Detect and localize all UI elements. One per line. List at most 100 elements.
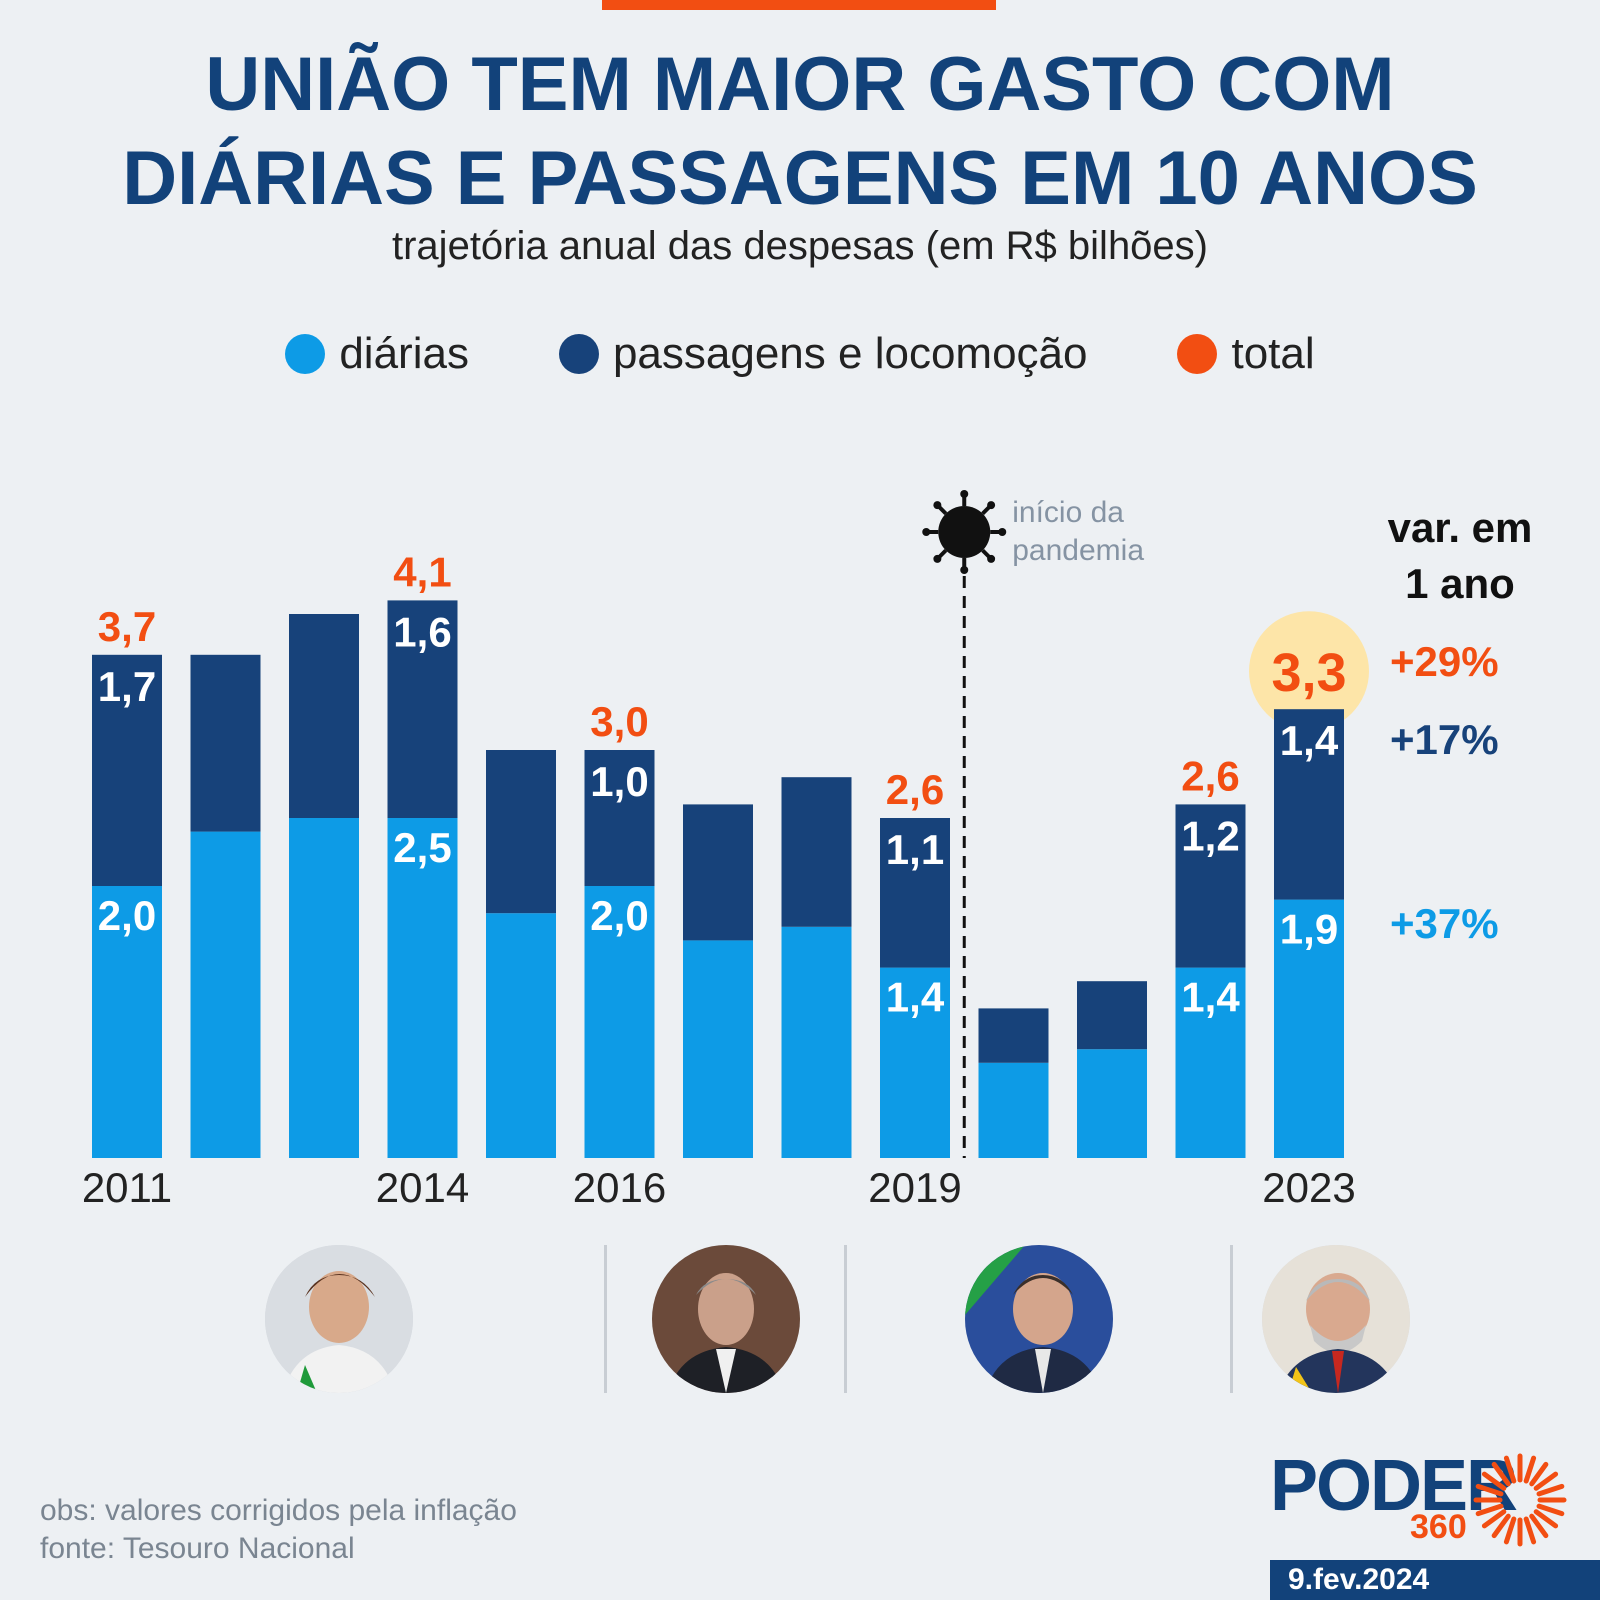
portrait-dilma — [265, 1245, 413, 1393]
bar-passagens-2022 — [1175, 804, 1246, 968]
variation-total: +29% — [1390, 638, 1499, 685]
bar-passagens-2016 — [584, 750, 655, 886]
bar-passagens-2017 — [683, 804, 753, 941]
sunburst-ray — [1481, 1471, 1507, 1491]
divider-3 — [1230, 1245, 1233, 1393]
label-total-2022: 2,6 — [1181, 752, 1239, 799]
virus-spike-tip — [987, 554, 996, 563]
sunburst-ray — [1529, 1513, 1549, 1539]
tick-label-2011: 2011 — [82, 1164, 172, 1211]
title-line-1: UNIÃO TEM MAIOR GASTO COM — [205, 42, 1395, 127]
sunburst-ray — [1503, 1516, 1517, 1545]
tick-label-2023: 2023 — [1262, 1164, 1355, 1211]
bar-diarias-2017 — [683, 940, 753, 1158]
bar-diarias-2019 — [880, 967, 950, 1158]
bar-diarias-2021 — [1077, 1049, 1147, 1158]
sunburst-icon — [1473, 1453, 1567, 1547]
sunburst-ray — [1529, 1461, 1549, 1487]
virus-spike-tip — [998, 528, 1007, 536]
sunburst-ray — [1523, 1455, 1537, 1484]
bar-diarias-2018 — [781, 926, 852, 1158]
virus-icon — [938, 506, 991, 558]
variation-header: var. em 1 ano — [1360, 500, 1560, 612]
sunburst-ray — [1536, 1483, 1565, 1497]
variation-header-line-2: 1 ano — [1405, 560, 1515, 607]
label-total-2023: 3,3 — [1271, 643, 1346, 703]
label-total-2014: 4,1 — [393, 548, 451, 595]
label-passagens-2023: 1,4 — [1280, 717, 1339, 764]
bar-passagens-2021 — [1077, 981, 1147, 1050]
sunburst-ray — [1503, 1455, 1517, 1484]
variation-diarias: +37% — [1390, 900, 1499, 947]
divider-1 — [604, 1245, 607, 1393]
chart-subtitle: trajetória anual das despesas (em R$ bil… — [392, 224, 1208, 268]
stacked-bar-chart: 1,7 2,0 3,7 2011 1,6 2,5 4,1 2014 1,0 2,0 3,0 2016 1… — [82, 490, 1369, 1211]
divider-2 — [844, 1245, 847, 1393]
sunburst-ray — [1475, 1483, 1504, 1497]
bar-diarias-2014 — [387, 818, 458, 1158]
bar-passagens-2013 — [289, 614, 359, 818]
sunburst-ray — [1481, 1509, 1507, 1529]
label-passagens-2011: 1,7 — [98, 663, 156, 710]
portrait-bolsonaro — [965, 1245, 1113, 1393]
label-diarias-2023: 1,9 — [1280, 906, 1338, 953]
bar-diarias-2013 — [289, 818, 359, 1158]
bar-passagens-2015 — [486, 750, 556, 914]
bar-passagens-2019 — [880, 818, 950, 968]
legend-swatch-passagens — [558, 334, 599, 374]
virus-spike-tip — [960, 490, 969, 498]
footer-obs: obs: valores corrigidos pela inflação — [40, 1494, 517, 1527]
label-total-2016: 3,0 — [590, 698, 648, 745]
variation-passagens: +17% — [1390, 716, 1499, 763]
legend: diárias passagens e locomoção total — [0, 326, 1600, 382]
top-accent-bar — [602, 0, 996, 10]
annotation-line-2: pandemia — [1012, 534, 1144, 567]
legend-swatch-total — [1177, 334, 1218, 374]
bar-diarias-2015 — [486, 913, 556, 1158]
highlight-circle-2023 — [1249, 611, 1369, 732]
poder360-logo: PODER 360 — [1270, 1450, 1570, 1547]
label-diarias-2019: 1,4 — [886, 974, 945, 1021]
legend-label-passagens: passagens e locomoção — [612, 329, 1088, 378]
legend-label-diarias: diárias — [339, 329, 469, 378]
variation-header-line-1: var. em — [1387, 504, 1533, 551]
virus-spike-tip — [933, 501, 942, 510]
sunburst-ray — [1533, 1509, 1559, 1529]
legend-item-total: total — [1177, 329, 1315, 379]
sunburst-ray — [1533, 1471, 1559, 1491]
virus-spike-tip — [922, 528, 931, 536]
sunburst-ray — [1536, 1503, 1565, 1517]
virus-spike-tip — [987, 501, 996, 510]
bar-passagens-2014 — [387, 600, 458, 818]
bar-diarias-2012 — [190, 831, 261, 1158]
sunburst-ray — [1475, 1503, 1504, 1517]
portrait-temer — [652, 1245, 800, 1393]
legend-swatch-diarias — [285, 334, 326, 374]
sunburst-ray — [1523, 1516, 1537, 1545]
label-diarias-2014: 2,5 — [393, 824, 451, 871]
bar-passagens-2011 — [92, 654, 162, 886]
label-total-2011: 3,7 — [98, 603, 156, 650]
label-passagens-2022: 1,2 — [1181, 812, 1239, 859]
annotation-line-1: início da — [1012, 496, 1124, 529]
portrait-lula — [1262, 1245, 1410, 1393]
chart-title: UNIÃO TEM MAIOR GASTO COM DIÁRIAS E PASS… — [0, 38, 1600, 226]
legend-item-passagens: passagens e locomoção — [558, 329, 1088, 379]
title-line-2: DIÁRIAS E PASSAGENS EM 10 ANOS — [122, 136, 1478, 221]
tick-label-2019: 2019 — [868, 1164, 961, 1211]
bar-passagens-2020 — [978, 1008, 1049, 1063]
label-passagens-2016: 1,0 — [590, 758, 648, 805]
bar-diarias-2016 — [584, 886, 655, 1158]
logo-number: 360 — [1410, 1508, 1467, 1546]
publication-date: 9.fev.2024 — [1270, 1560, 1600, 1600]
sunburst-ray — [1491, 1461, 1511, 1487]
bar-passagens-2018 — [781, 777, 852, 927]
bar-passagens-2012 — [190, 654, 261, 832]
bar-diarias-2023 — [1274, 899, 1344, 1158]
label-diarias-2011: 2,0 — [98, 892, 156, 939]
label-diarias-2016: 2,0 — [590, 892, 648, 939]
label-passagens-2019: 1,1 — [886, 826, 944, 873]
footer-source: fonte: Tesouro Nacional — [40, 1532, 355, 1565]
virus-spike-tip — [933, 554, 942, 563]
label-passagens-2014: 1,6 — [393, 608, 451, 655]
